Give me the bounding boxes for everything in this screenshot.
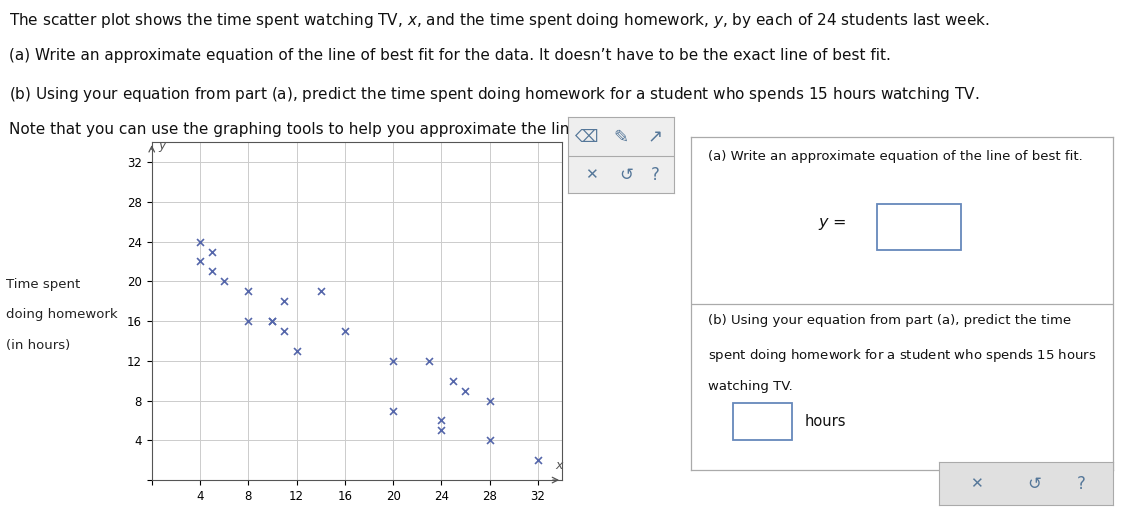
Text: doing homework: doing homework bbox=[6, 308, 117, 322]
Text: ↗: ↗ bbox=[647, 129, 663, 146]
Point bbox=[384, 357, 402, 365]
Point bbox=[433, 426, 451, 434]
Point bbox=[420, 357, 438, 365]
Text: watching TV.: watching TV. bbox=[708, 380, 792, 393]
Text: ⌫: ⌫ bbox=[575, 129, 599, 146]
Text: $y$ =: $y$ = bbox=[818, 216, 849, 232]
Point bbox=[263, 317, 281, 325]
Text: ✎: ✎ bbox=[614, 129, 628, 146]
Text: ↺: ↺ bbox=[619, 166, 633, 184]
Text: $y$: $y$ bbox=[157, 140, 167, 154]
Text: ✕: ✕ bbox=[970, 477, 984, 491]
Bar bbox=[733, 403, 792, 440]
Point bbox=[384, 406, 402, 415]
Text: (b) Using your equation from part (a), predict the time: (b) Using your equation from part (a), p… bbox=[708, 313, 1071, 327]
Point bbox=[275, 297, 293, 305]
Text: ✕: ✕ bbox=[584, 167, 598, 182]
Point bbox=[215, 277, 233, 285]
Text: (a) Write an approximate equation of the line of best fit for the data. It doesn: (a) Write an approximate equation of the… bbox=[9, 48, 891, 62]
Text: (b) Using your equation from part (a), predict the time spent doing homework for: (b) Using your equation from part (a), p… bbox=[9, 84, 979, 104]
Point bbox=[444, 376, 462, 385]
Point bbox=[275, 327, 293, 335]
Point bbox=[239, 287, 257, 295]
Point bbox=[191, 258, 209, 266]
Text: (in hours): (in hours) bbox=[6, 339, 70, 352]
Text: ↺: ↺ bbox=[1027, 475, 1041, 493]
Text: spent doing homework for a student who spends $15$ hours: spent doing homework for a student who s… bbox=[708, 347, 1097, 364]
Point bbox=[456, 387, 474, 395]
Text: Note that you can use the graphing tools to help you approximate the line.: Note that you can use the graphing tools… bbox=[9, 121, 583, 137]
Text: $x$: $x$ bbox=[554, 459, 564, 472]
Point bbox=[433, 417, 451, 425]
Point bbox=[481, 397, 499, 405]
Point bbox=[203, 267, 221, 275]
Text: (a) Write an approximate equation of the line of best fit.: (a) Write an approximate equation of the… bbox=[708, 150, 1082, 164]
Point bbox=[191, 238, 209, 246]
Text: Time spent: Time spent bbox=[6, 278, 80, 291]
Text: ?: ? bbox=[1077, 475, 1086, 493]
Text: The scatter plot shows the time spent watching TV, $x$, and the time spent doing: The scatter plot shows the time spent wa… bbox=[9, 11, 989, 29]
Point bbox=[203, 247, 221, 256]
Bar bbox=[877, 204, 961, 250]
Point bbox=[529, 456, 547, 464]
Point bbox=[239, 317, 257, 325]
Point bbox=[311, 287, 329, 295]
Point bbox=[263, 317, 281, 325]
Point bbox=[336, 327, 354, 335]
Text: hours: hours bbox=[805, 414, 846, 429]
Point bbox=[288, 347, 306, 355]
Text: ?: ? bbox=[651, 166, 660, 184]
Point bbox=[481, 436, 499, 444]
